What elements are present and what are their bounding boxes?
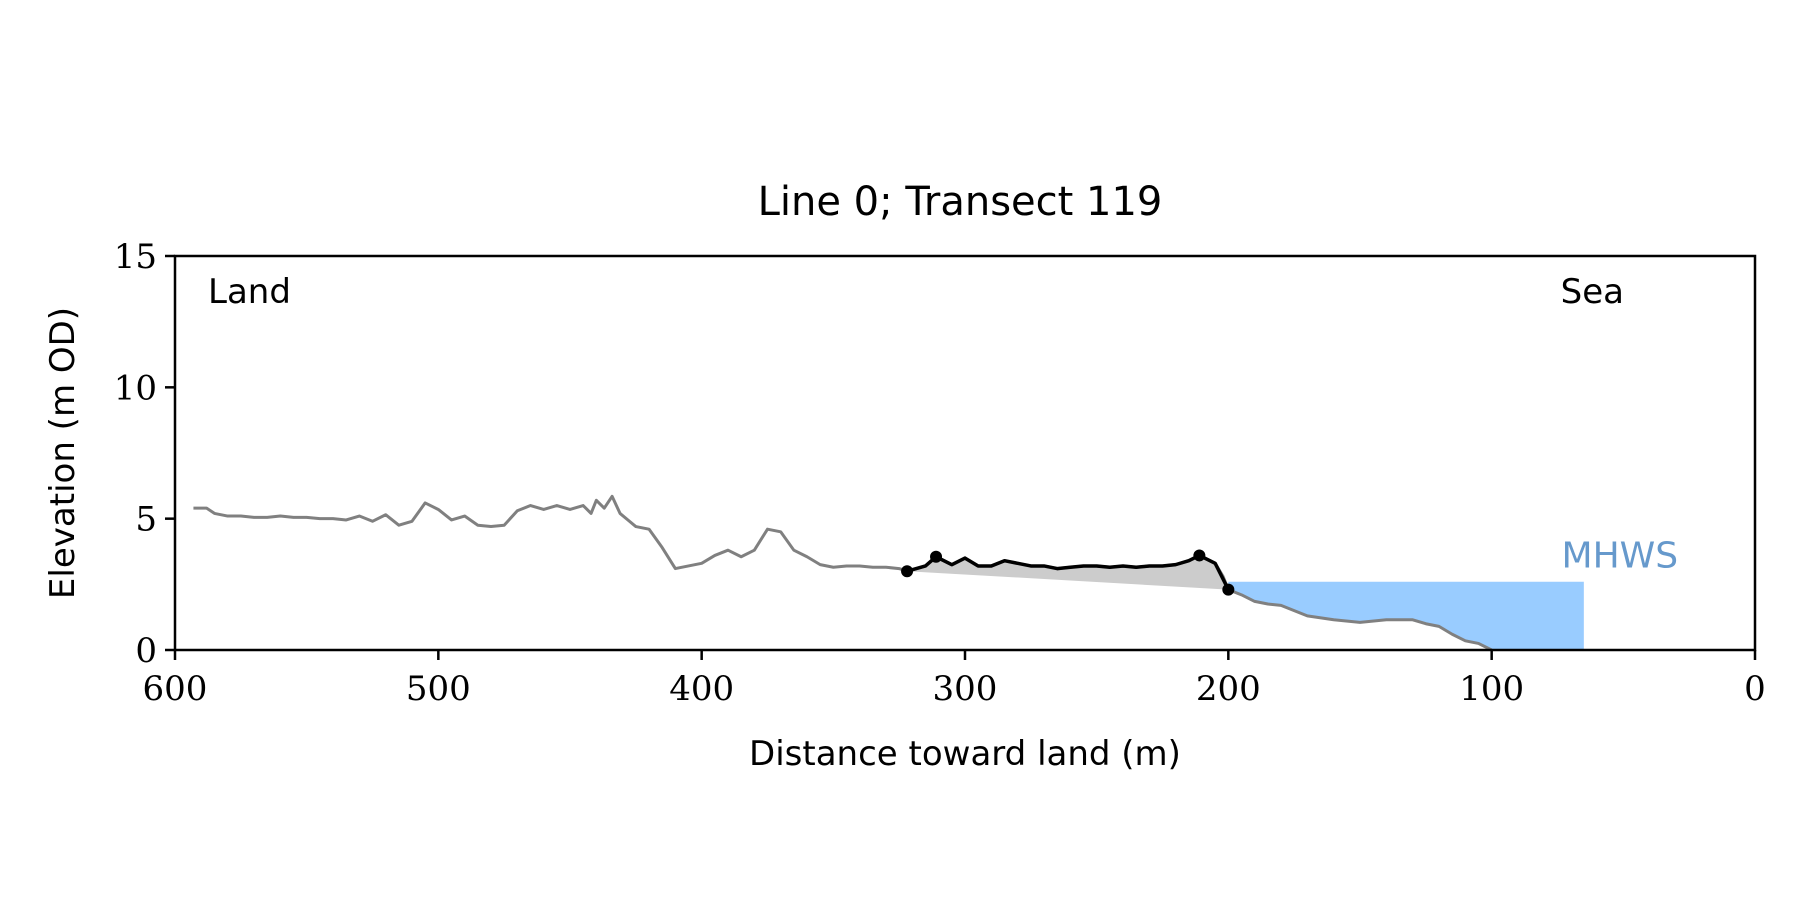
profile-line (193, 494, 1493, 652)
y-tick-label: 10 (114, 368, 157, 408)
y-axis: 0 5 10 15 (114, 237, 175, 671)
land-annotation: Land (208, 272, 291, 312)
dune-volume-area (907, 555, 1229, 590)
y-tick-label: 15 (114, 237, 157, 277)
chart-title: Line 0; Transect 119 (758, 179, 1163, 225)
y-axis-label: Elevation (m OD) (43, 307, 83, 599)
x-tick-label: 600 (143, 669, 208, 709)
mhws-annotation: MHWS (1562, 536, 1679, 577)
x-tick-label: 100 (1459, 669, 1524, 709)
x-tick-label: 0 (1744, 669, 1766, 709)
x-tick-label: 500 (406, 669, 471, 709)
x-tick-label: 300 (933, 669, 998, 709)
dune-marker (901, 565, 914, 578)
mhws-water-area (1228, 581, 1584, 650)
x-axis-label: Distance toward land (m) (749, 734, 1181, 774)
dune-marker (930, 550, 943, 563)
dune-line (906, 553, 1230, 591)
x-tick-label: 400 (669, 669, 734, 709)
y-tick-label: 5 (135, 500, 157, 540)
x-tick-label: 200 (1196, 669, 1261, 709)
plot-area (193, 494, 1584, 652)
dune-marker (1193, 549, 1206, 562)
y-tick-label: 0 (135, 631, 157, 671)
sea-annotation: Sea (1561, 272, 1624, 312)
x-axis: 600 500 400 300 200 100 0 (143, 650, 1766, 709)
dune-marker (1222, 583, 1235, 596)
